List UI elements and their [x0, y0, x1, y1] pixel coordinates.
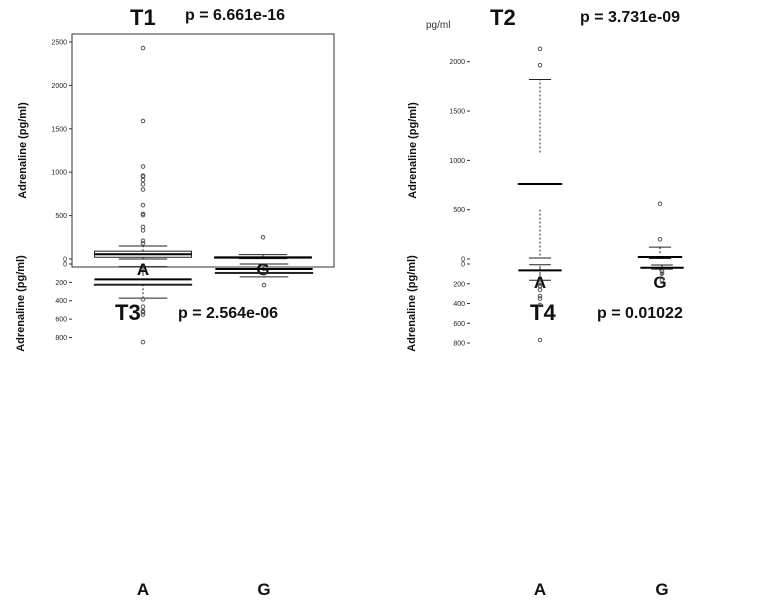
panel-title: T4	[530, 300, 556, 325]
p-value-label: p = 2.564e-06	[178, 305, 278, 322]
box-g	[214, 235, 312, 260]
outlier-point	[537, 302, 543, 308]
y-tick-label: 2000	[51, 83, 67, 90]
p-value-label: p = 0.01022	[597, 305, 683, 322]
outlier-point	[537, 281, 543, 286]
y-tick-label: 200	[453, 281, 465, 288]
panel-title: T2	[490, 5, 516, 30]
outlier-point	[140, 164, 146, 169]
outlier-point	[140, 45, 146, 51]
outlier-point	[140, 297, 146, 302]
outlier-point	[657, 201, 663, 207]
x-category-label: G	[257, 580, 270, 599]
y-tick-label: 1000	[449, 158, 465, 165]
panel-t2: T2 p = 3.731e-09 pg/ml Adrenaline (pg/ml) 0 5…	[407, 5, 683, 292]
outlier-point	[261, 282, 267, 288]
y-tick-label: 800	[453, 341, 465, 348]
panel-t4: T4 p = 0.01022 Adrenaline (pg/ml) 0 200 400 60…	[406, 255, 684, 599]
iqr-box	[93, 283, 193, 286]
y-tick-label: 800	[55, 335, 67, 342]
outlier-point	[140, 304, 146, 310]
panel-t3: T3 p = 2.564e-06 Adrenaline (pg/ml) 0 200 400…	[15, 255, 314, 599]
x-category-label: A	[534, 273, 546, 292]
outlier-point	[140, 308, 146, 314]
y-tick-label: 0	[461, 257, 465, 264]
x-category-label: G	[655, 580, 668, 599]
y-tick-label: 1500	[51, 126, 67, 133]
y-tick-label: 2000	[449, 59, 465, 66]
outlier-point	[537, 337, 543, 343]
y-tick-label: 200	[55, 280, 67, 287]
outlier-point	[657, 236, 663, 242]
box-a	[517, 46, 563, 259]
plot-frame	[71, 33, 335, 268]
outlier-point	[140, 228, 146, 233]
y-tick-label: 0	[461, 262, 465, 269]
outlier-point	[140, 118, 146, 124]
y-axis-label: Adrenaline (pg/ml)	[17, 102, 29, 199]
outlier-point	[140, 241, 146, 246]
unit-label: pg/ml	[426, 20, 450, 31]
outlier-point	[537, 293, 543, 299]
box-a	[94, 45, 192, 260]
box-g	[637, 201, 683, 260]
outlier-point	[537, 296, 543, 301]
y-tick-label: 600	[453, 321, 465, 328]
y-tick-label: 1500	[449, 109, 465, 116]
outlier-point	[140, 238, 146, 244]
outlier-point	[140, 339, 146, 345]
outlier-point	[659, 277, 665, 283]
x-category-label: G	[653, 273, 666, 292]
y-tick-label: 0	[63, 262, 67, 269]
x-category-label: A	[137, 580, 149, 599]
panel-t1: T1 p = 6.661e-16 Adrenaline (pg/ml) 0 500 100…	[17, 5, 335, 279]
y-tick-label: 500	[453, 207, 465, 214]
outlier-point	[140, 177, 146, 183]
outlier-point	[140, 182, 146, 187]
panel-title: T3	[115, 300, 141, 325]
p-value-label: p = 3.731e-09	[580, 9, 680, 26]
outlier-point	[140, 187, 146, 192]
y-tick-label: 400	[453, 301, 465, 308]
box-a	[93, 266, 193, 345]
y-axis-label: Adrenaline (pg/ml)	[15, 255, 27, 352]
y-tick-label: 500	[55, 213, 67, 220]
y-tick-label: 600	[55, 317, 67, 324]
y-tick-label: 0	[63, 257, 67, 264]
y-tick-label: 400	[55, 298, 67, 305]
y-axis-label: Adrenaline (pg/ml)	[406, 255, 418, 352]
p-value-label: p = 6.661e-16	[185, 7, 285, 24]
outlier-point	[140, 202, 146, 208]
outlier-point	[260, 235, 266, 240]
outlier-point	[140, 212, 146, 218]
y-tick-label: 1000	[51, 170, 67, 177]
y-tick-label: 2500	[51, 40, 67, 47]
outlier-point	[537, 46, 543, 52]
outlier-point	[537, 62, 543, 68]
outlier-point	[537, 283, 543, 289]
panel-title: T1	[130, 5, 156, 30]
x-category-label: A	[534, 580, 546, 599]
y-axis-label: Adrenaline (pg/ml)	[407, 102, 419, 199]
